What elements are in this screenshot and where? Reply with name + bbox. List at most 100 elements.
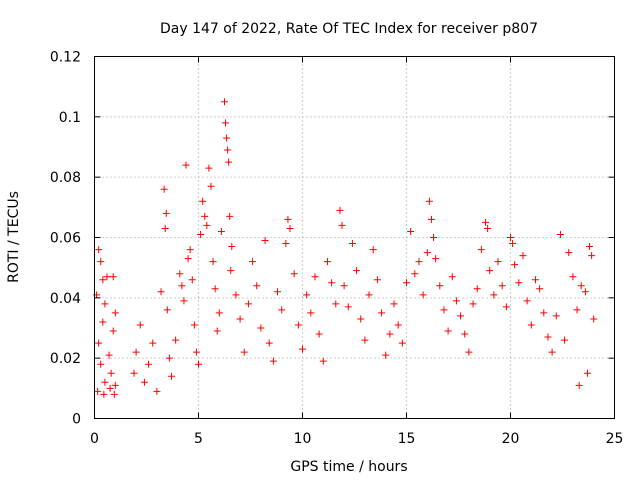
data-point <box>425 197 433 205</box>
data-point <box>338 221 346 229</box>
data-point <box>436 282 444 290</box>
data-point <box>519 252 527 260</box>
data-point <box>531 276 539 284</box>
data-point <box>186 246 194 254</box>
data-point <box>386 330 394 338</box>
data-point <box>249 258 257 266</box>
data-point <box>452 297 460 305</box>
data-point <box>303 291 311 299</box>
x-tick-label: 10 <box>294 431 312 447</box>
data-point <box>486 267 494 275</box>
x-tick-label: 0 <box>90 431 99 447</box>
data-point <box>328 279 336 287</box>
data-point <box>100 390 108 398</box>
x-tick-label: 5 <box>194 431 203 447</box>
data-point <box>361 336 369 344</box>
data-point <box>172 336 180 344</box>
data-point <box>165 354 173 362</box>
y-tick-label: 0 <box>72 412 81 428</box>
data-point <box>373 276 381 284</box>
data-point <box>552 312 560 320</box>
data-point <box>583 369 591 377</box>
data-point <box>201 212 209 220</box>
ticks-layer: 0 5 10 15 20 25 0 0.02 0.04 0.06 0.08 0.1 0.12 <box>50 50 624 448</box>
data-point <box>427 215 435 223</box>
chart-title: Day 147 of 2022, Rate Of TEC Index for r… <box>160 21 538 37</box>
data-point <box>105 351 113 359</box>
data-point <box>101 300 109 308</box>
data-point <box>382 351 390 359</box>
data-point <box>448 273 456 281</box>
data-point <box>461 330 469 338</box>
data-point <box>136 321 144 329</box>
data-point <box>494 258 502 266</box>
data-point <box>369 246 377 254</box>
data-point <box>515 279 523 287</box>
data-point <box>509 240 517 248</box>
data-point <box>394 321 402 329</box>
data-point <box>440 306 448 314</box>
data-point <box>465 348 473 356</box>
y-tick-label: 0.04 <box>50 291 81 307</box>
data-point <box>109 273 117 281</box>
data-point <box>253 282 261 290</box>
data-point <box>103 273 111 281</box>
data-point <box>228 243 236 251</box>
data-point <box>190 321 198 329</box>
data-point <box>180 297 188 305</box>
data-point <box>498 282 506 290</box>
data-point <box>182 161 190 169</box>
data-point <box>432 255 440 263</box>
data-point <box>319 357 327 365</box>
data-point <box>227 267 235 275</box>
data-point <box>419 291 427 299</box>
data-point <box>107 369 115 377</box>
grid-layer <box>94 56 615 419</box>
data-point <box>217 227 225 235</box>
data-point <box>577 282 585 290</box>
x-axis-label: GPS time / hours <box>290 459 407 475</box>
data-point <box>163 306 171 314</box>
data-point <box>536 285 544 293</box>
data-point <box>284 215 292 223</box>
data-point <box>110 390 118 398</box>
data-point <box>344 303 352 311</box>
data-point <box>444 327 452 335</box>
data-point <box>569 273 577 281</box>
data-point <box>213 327 221 335</box>
data-point <box>153 387 161 395</box>
data-point <box>548 348 556 356</box>
data-point <box>290 270 298 278</box>
data-point <box>130 369 138 377</box>
data-point <box>265 339 273 347</box>
data-point <box>523 297 531 305</box>
data-point <box>236 315 244 323</box>
data-point <box>199 197 207 205</box>
data-point <box>490 291 498 299</box>
data-point <box>415 258 423 266</box>
y-axis-label: ROTI / TECUs <box>6 191 22 283</box>
data-point <box>224 146 232 154</box>
data-point <box>299 345 306 353</box>
y-tick-label: 0.02 <box>50 351 81 367</box>
data-point <box>132 348 140 356</box>
data-point <box>176 270 184 278</box>
data-point <box>294 321 302 329</box>
data-point <box>286 224 294 232</box>
data-point <box>160 185 168 193</box>
data-point <box>586 243 594 251</box>
data-point <box>195 360 202 368</box>
data-point <box>311 273 319 281</box>
data-point <box>209 258 217 266</box>
data-point <box>348 240 356 248</box>
data-point <box>581 288 589 296</box>
y-tick-label: 0.12 <box>50 50 81 66</box>
x-tick-label: 15 <box>398 431 416 447</box>
data-point <box>315 330 323 338</box>
x-tick-label: 20 <box>502 431 520 447</box>
data-point <box>403 279 410 287</box>
data-point <box>473 285 481 293</box>
data-point <box>97 258 105 266</box>
data-point <box>197 230 205 238</box>
data-point <box>94 387 102 395</box>
